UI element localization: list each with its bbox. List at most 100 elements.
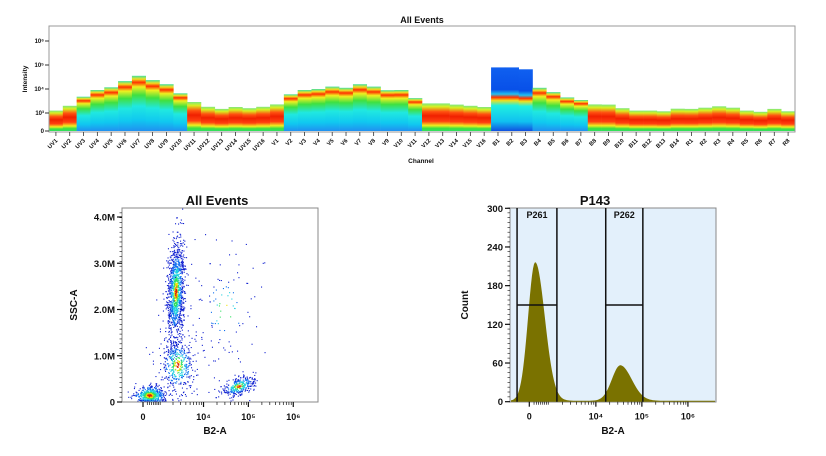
scatter-point <box>149 394 151 396</box>
scatter-point <box>175 281 177 283</box>
scatter-point <box>180 268 182 270</box>
scatter-point <box>174 263 176 265</box>
scatter-point <box>179 270 181 272</box>
scatter-point <box>189 363 191 365</box>
scatter-point <box>143 392 145 394</box>
scatter-point <box>176 300 178 302</box>
scatter-point <box>173 389 175 391</box>
scatter-point <box>178 321 180 323</box>
scatter-point <box>183 351 185 353</box>
scatter-point <box>187 274 189 276</box>
scatter-point <box>182 354 184 356</box>
scatter-point <box>179 300 181 302</box>
scatter-point <box>255 372 257 374</box>
scatter-point <box>224 389 226 391</box>
scatter-point <box>172 367 174 369</box>
scatter-point <box>175 293 177 295</box>
scatter-point <box>173 371 175 373</box>
scatter-point <box>149 384 151 386</box>
scatter-point <box>142 389 144 391</box>
scatter-point <box>174 345 176 347</box>
scatter-point <box>179 293 181 295</box>
scatter-point <box>167 257 169 259</box>
scatter-point <box>163 363 165 365</box>
scatter-point <box>179 349 181 351</box>
scatter-point <box>175 343 177 345</box>
scatter-point <box>172 266 174 268</box>
scatter-point <box>249 381 251 383</box>
scatter-point <box>172 383 174 385</box>
scatter-point <box>173 266 175 268</box>
scatter-point <box>239 388 241 390</box>
scatter-point <box>151 389 153 391</box>
scatter-point <box>186 346 188 348</box>
scatter-point <box>167 260 169 262</box>
scatter-point <box>171 317 173 319</box>
scatter-point <box>173 337 175 339</box>
scatter-point <box>169 352 171 354</box>
scatter-point <box>153 396 155 398</box>
scatter-point <box>176 242 178 244</box>
scatter-point <box>162 390 164 392</box>
scatter-point <box>172 318 174 320</box>
scatter-point <box>176 294 178 296</box>
scatter-point <box>143 392 145 394</box>
scatter-point <box>164 400 166 402</box>
scatter-point <box>173 306 175 308</box>
scatter-point <box>151 393 153 395</box>
scatter-point <box>165 376 167 378</box>
scatter-point <box>157 395 159 397</box>
scatter-point <box>177 235 179 237</box>
scatter-point <box>165 337 167 339</box>
scatter-point <box>169 301 171 303</box>
scatter-point <box>177 231 179 233</box>
scatter-point <box>178 364 180 366</box>
scatter-point <box>178 329 180 331</box>
scatter-point <box>178 223 180 225</box>
scatter-point <box>148 394 150 396</box>
scatter-point <box>176 322 178 324</box>
scatter-point <box>214 323 216 325</box>
scatter-point <box>175 349 177 351</box>
scatter-point <box>227 390 229 392</box>
spectrum-column-r1 <box>684 108 699 131</box>
scatter-point <box>176 278 178 280</box>
scatter-point <box>221 393 223 395</box>
scatter-point <box>161 376 163 378</box>
spectrum-column-b8 <box>587 104 602 131</box>
scatter-point <box>225 390 227 392</box>
scatter-point <box>213 300 215 302</box>
scatter-point <box>169 290 171 292</box>
scatter-x-tick-label: 10⁵ <box>241 412 255 422</box>
scatter-point <box>174 351 176 353</box>
scatter-point <box>165 291 167 293</box>
scatter-point <box>162 399 164 401</box>
scatter-point <box>155 395 157 397</box>
scatter-point <box>170 291 172 293</box>
spectrum-x-tick-label: B1 <box>492 138 502 148</box>
scatter-point <box>237 390 239 392</box>
scatter-point <box>182 266 184 268</box>
scatter-point <box>184 374 186 376</box>
spectrum-x-tick-label: V15 <box>462 138 474 150</box>
scatter-point <box>230 345 232 347</box>
scatter-point <box>175 317 177 319</box>
spectrum-x-tick-label: V11 <box>407 138 419 150</box>
scatter-point <box>231 386 233 388</box>
scatter-point <box>197 352 199 354</box>
scatter-point <box>151 390 153 392</box>
scatter-point <box>247 384 249 386</box>
scatter-point <box>171 331 173 333</box>
scatter-point <box>176 381 178 383</box>
scatter-point <box>145 390 147 392</box>
scatter-point <box>209 263 211 265</box>
scatter-point <box>168 292 170 294</box>
scatter-point <box>167 386 169 388</box>
scatter-point <box>152 363 154 365</box>
scatter-point <box>235 382 237 384</box>
scatter-point <box>159 395 161 397</box>
scatter-point <box>176 302 178 304</box>
scatter-point <box>174 360 176 362</box>
scatter-point <box>151 393 153 395</box>
